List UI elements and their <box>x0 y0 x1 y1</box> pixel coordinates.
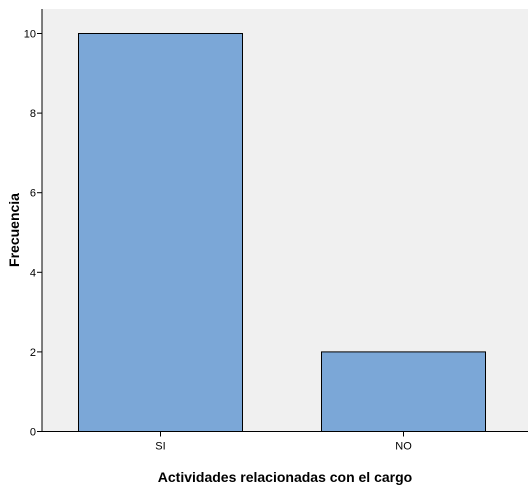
x-axis-title: Actividades relacionadas con el cargo <box>158 469 412 485</box>
x-ticks: SI NO <box>155 431 412 453</box>
y-tick-label: 4 <box>30 267 36 279</box>
x-tick-label: SI <box>155 441 165 453</box>
axes <box>41 9 528 432</box>
y-ticks: 0 2 4 6 8 10 <box>24 29 42 439</box>
y-tick-label: 0 <box>30 427 36 439</box>
y-tick-label: 8 <box>30 108 36 120</box>
bar-no <box>321 351 486 432</box>
bars <box>78 33 486 432</box>
y-tick-label: 6 <box>30 188 36 200</box>
x-tick-label: NO <box>395 441 412 453</box>
y-axis-title: Frecuencia <box>6 193 22 267</box>
y-tick-label: 10 <box>24 29 36 41</box>
y-tick-label: 2 <box>30 347 36 359</box>
bar-si <box>78 33 243 432</box>
